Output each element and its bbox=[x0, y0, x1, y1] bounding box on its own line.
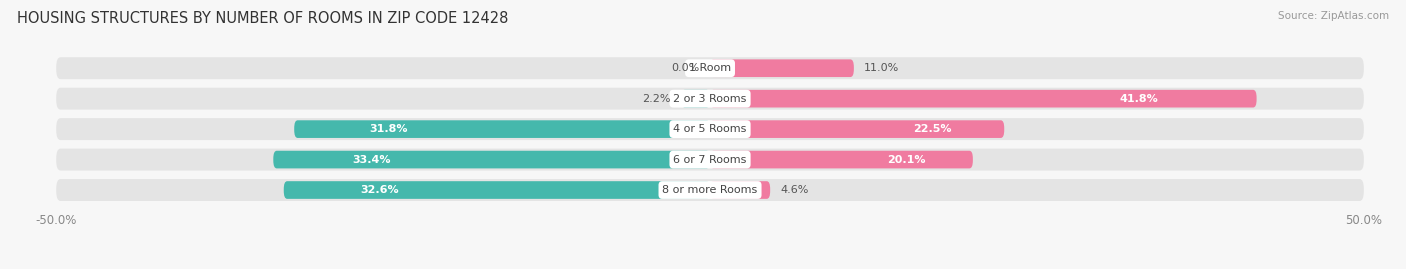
FancyBboxPatch shape bbox=[284, 181, 710, 199]
Text: 2.2%: 2.2% bbox=[643, 94, 671, 104]
Text: 4.6%: 4.6% bbox=[780, 185, 808, 195]
FancyBboxPatch shape bbox=[56, 148, 1364, 171]
Text: 31.8%: 31.8% bbox=[368, 124, 408, 134]
Text: 1 Room: 1 Room bbox=[689, 63, 731, 73]
FancyBboxPatch shape bbox=[710, 120, 1004, 138]
FancyBboxPatch shape bbox=[273, 151, 710, 168]
Text: HOUSING STRUCTURES BY NUMBER OF ROOMS IN ZIP CODE 12428: HOUSING STRUCTURES BY NUMBER OF ROOMS IN… bbox=[17, 11, 508, 26]
FancyBboxPatch shape bbox=[710, 181, 770, 199]
Text: 6 or 7 Rooms: 6 or 7 Rooms bbox=[673, 155, 747, 165]
Text: 22.5%: 22.5% bbox=[912, 124, 952, 134]
FancyBboxPatch shape bbox=[56, 118, 1364, 140]
Text: 32.6%: 32.6% bbox=[360, 185, 399, 195]
Text: 11.0%: 11.0% bbox=[865, 63, 900, 73]
FancyBboxPatch shape bbox=[294, 120, 710, 138]
FancyBboxPatch shape bbox=[710, 59, 853, 77]
FancyBboxPatch shape bbox=[710, 90, 1257, 108]
Text: 2 or 3 Rooms: 2 or 3 Rooms bbox=[673, 94, 747, 104]
Text: 20.1%: 20.1% bbox=[887, 155, 925, 165]
Text: Source: ZipAtlas.com: Source: ZipAtlas.com bbox=[1278, 11, 1389, 21]
Text: 41.8%: 41.8% bbox=[1119, 94, 1159, 104]
FancyBboxPatch shape bbox=[56, 179, 1364, 201]
FancyBboxPatch shape bbox=[710, 151, 973, 168]
Text: 4 or 5 Rooms: 4 or 5 Rooms bbox=[673, 124, 747, 134]
FancyBboxPatch shape bbox=[56, 88, 1364, 110]
Text: 0.0%: 0.0% bbox=[671, 63, 700, 73]
Text: 33.4%: 33.4% bbox=[352, 155, 391, 165]
Text: 8 or more Rooms: 8 or more Rooms bbox=[662, 185, 758, 195]
FancyBboxPatch shape bbox=[56, 57, 1364, 79]
FancyBboxPatch shape bbox=[682, 90, 710, 108]
